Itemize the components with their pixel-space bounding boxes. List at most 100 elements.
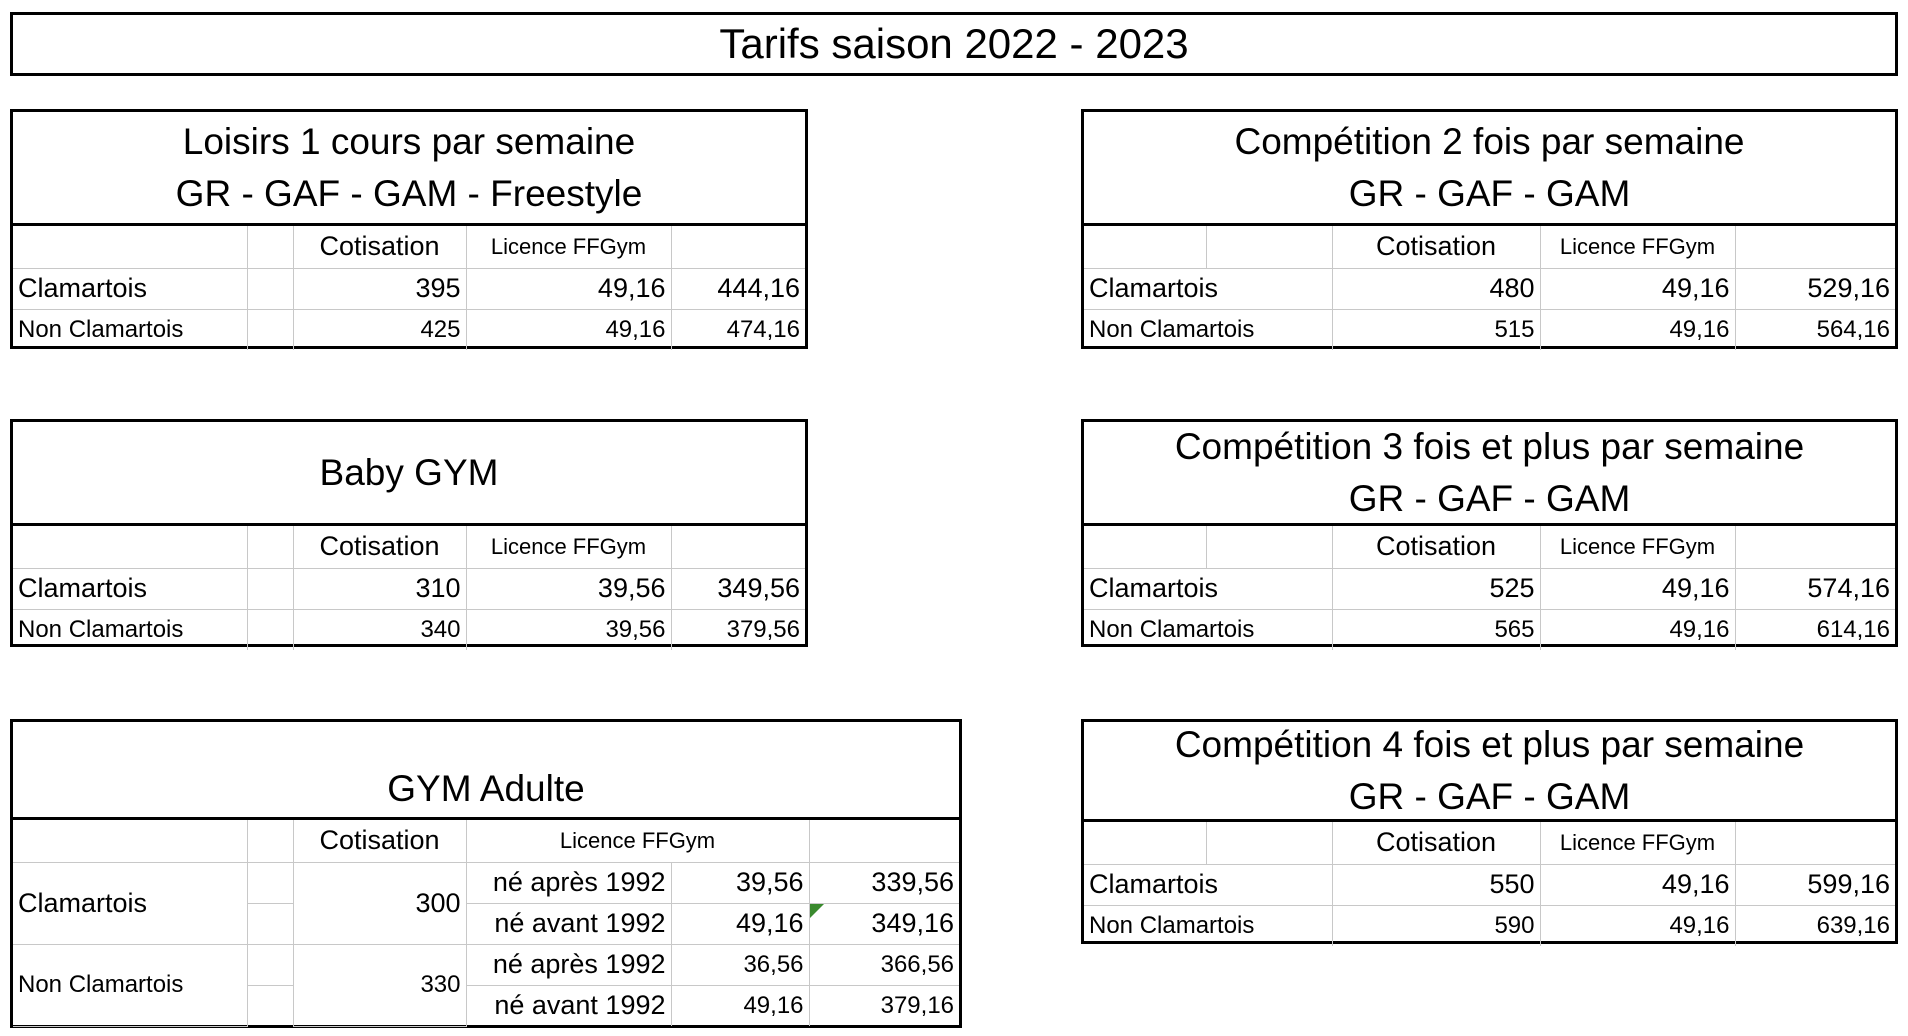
- cotisation-header: Cotisation: [1332, 526, 1541, 569]
- cotisation-header: Cotisation: [293, 526, 467, 569]
- competition-2-header: Compétition 2 fois par semaine GR - GAF …: [1084, 112, 1895, 226]
- cotisation-header: Cotisation: [1332, 822, 1541, 865]
- loisirs-header-row: Cotisation Licence FFGym: [13, 226, 805, 269]
- total-value: 349,16: [809, 903, 960, 945]
- empty-cell: [247, 944, 294, 986]
- empty-cell: [247, 268, 294, 310]
- licence-header: Licence FFGym: [466, 526, 672, 569]
- birth-condition: né après 1992: [466, 862, 672, 904]
- licence-value: 49,16: [671, 985, 810, 1026]
- empty-cell: [13, 820, 248, 863]
- row-label: Clamartois: [1084, 268, 1333, 310]
- competition-4-header-row: Cotisation Licence FFGym: [1084, 822, 1895, 865]
- total-value: 339,56: [809, 862, 960, 904]
- gym-adulte-title: GYM Adulte: [387, 768, 585, 809]
- competition-3-subtitle: GR - GAF - GAM: [1348, 477, 1631, 519]
- competition-4-grid: Cotisation Licence FFGym Clamartois 550 …: [1084, 822, 1895, 946]
- baby-gym-header: Baby GYM: [13, 422, 805, 526]
- baby-gym-title: Baby GYM: [319, 451, 499, 493]
- empty-cell: [247, 820, 294, 863]
- gym-adulte-header: GYM Adulte: [13, 722, 959, 820]
- total-value: 614,16: [1816, 615, 1890, 643]
- loisirs-subtitle: GR - GAF - GAM - Freestyle: [175, 172, 643, 214]
- cotisation-value: 395: [293, 268, 467, 310]
- row-label: Clamartois: [13, 862, 248, 945]
- table-row: Clamartois 525 49,16 574,16: [1084, 568, 1895, 610]
- total-value: 529,16: [1735, 268, 1895, 310]
- empty-cell: [671, 226, 805, 269]
- table-row: né avant 1992 49,16 349,16: [13, 903, 960, 945]
- cotisation-value: 425: [293, 309, 467, 350]
- gym-adulte-table: GYM Adulte Cotisation Licence FFGym Clam…: [10, 719, 962, 1028]
- cotisation-header: Cotisation: [293, 820, 467, 863]
- competition-2-table: Compétition 2 fois par semaine GR - GAF …: [1081, 109, 1898, 350]
- cotisation-value: 480: [1332, 268, 1541, 310]
- empty-cell: [1084, 226, 1207, 269]
- row-label: Clamartois: [13, 568, 248, 610]
- empty-cell: [1084, 822, 1207, 865]
- competition-3-header-row: Cotisation Licence FFGym: [1084, 526, 1895, 569]
- empty-cell: [1206, 822, 1333, 865]
- cotisation-header: Cotisation: [293, 226, 467, 269]
- row-label: Non Clamartois: [1084, 609, 1333, 650]
- table-row: Non Clamartois 330 né après 1992 36,56 3…: [13, 944, 960, 1027]
- total-value: 599,16: [1735, 864, 1895, 906]
- licence-value: 39,56: [466, 609, 672, 650]
- licence-value: 49,16: [1540, 309, 1736, 350]
- cotisation-value: 340: [293, 609, 467, 650]
- licence-value: 39,56: [466, 568, 672, 610]
- table-row: né avant 1992 49,16 379,16: [13, 985, 959, 1026]
- licence-value: 49,16: [1540, 905, 1736, 946]
- competition-3-header: Compétition 3 fois et plus par semaine G…: [1084, 422, 1895, 526]
- table-row: Clamartois 300 né après 1992 39,56 339,5…: [13, 862, 960, 945]
- empty-cell: [13, 526, 248, 569]
- empty-cell: [247, 226, 294, 269]
- licence-value: 49,16: [1540, 268, 1736, 310]
- competition-4-header: Compétition 4 fois et plus par semaine G…: [1084, 722, 1895, 822]
- empty-cell: [13, 226, 248, 269]
- table-row: Clamartois 480 49,16 529,16: [1084, 268, 1895, 310]
- empty-cell: [1735, 526, 1895, 569]
- cotisation-header: Cotisation: [1332, 226, 1541, 269]
- licence-value: 49,16: [671, 903, 810, 945]
- empty-cell: [247, 903, 294, 945]
- empty-cell: [1206, 526, 1333, 569]
- total-value: 564,16: [1816, 315, 1890, 343]
- total-value: 574,16: [1735, 568, 1895, 610]
- table-row: Non Clamartois 340 39,56 379,56: [13, 609, 805, 650]
- row-label: Non Clamartois: [13, 609, 248, 650]
- empty-cell: [1084, 526, 1207, 569]
- competition-4-subtitle: GR - GAF - GAM: [1348, 775, 1631, 817]
- table-row: Clamartois 550 49,16 599,16: [1084, 864, 1895, 906]
- total-value: 366,56: [809, 944, 960, 986]
- page-title-text: Tarifs saison 2022 - 2023: [719, 20, 1189, 67]
- cotisation-value: 330: [293, 944, 467, 1027]
- table-row: Non Clamartois 565 49,16 614,16: [1084, 609, 1895, 650]
- empty-cell: [1735, 226, 1895, 269]
- row-label: Clamartois: [1084, 864, 1333, 906]
- gym-adulte-header-row: Cotisation Licence FFGym: [13, 820, 960, 863]
- gym-adulte-grid: Cotisation Licence FFGym Clamartois 300 …: [13, 820, 960, 1027]
- cotisation-value: 515: [1332, 309, 1541, 350]
- loisirs-table: Loisirs 1 cours par semaine GR - GAF - G…: [10, 109, 808, 350]
- baby-gym-header-row: Cotisation Licence FFGym: [13, 526, 805, 569]
- empty-cell: [247, 985, 294, 1026]
- competition-2-header-row: Cotisation Licence FFGym: [1084, 226, 1895, 269]
- row-label: Non Clamartois: [13, 309, 248, 350]
- licence-value: 49,16: [1540, 864, 1736, 906]
- birth-condition: né après 1992: [466, 944, 672, 986]
- cotisation-value: 590: [1332, 905, 1541, 946]
- empty-cell: [809, 820, 960, 863]
- competition-3-title: Compétition 3 fois et plus par semaine: [1174, 425, 1805, 467]
- licence-value: 39,56: [671, 862, 810, 904]
- licence-header: Licence FFGym: [1540, 226, 1736, 269]
- empty-cell: [247, 609, 294, 650]
- licence-header: Licence FFGym: [466, 226, 672, 269]
- competition-2-subtitle: GR - GAF - GAM: [1348, 172, 1631, 214]
- birth-condition: né avant 1992: [466, 903, 672, 945]
- row-label: Clamartois: [1084, 568, 1333, 610]
- competition-2-grid: Cotisation Licence FFGym Clamartois 480 …: [1084, 226, 1895, 350]
- total-value: 349,56: [671, 568, 805, 610]
- total-value: 379,56: [726, 615, 800, 643]
- licence-value: 49,16: [1540, 609, 1736, 650]
